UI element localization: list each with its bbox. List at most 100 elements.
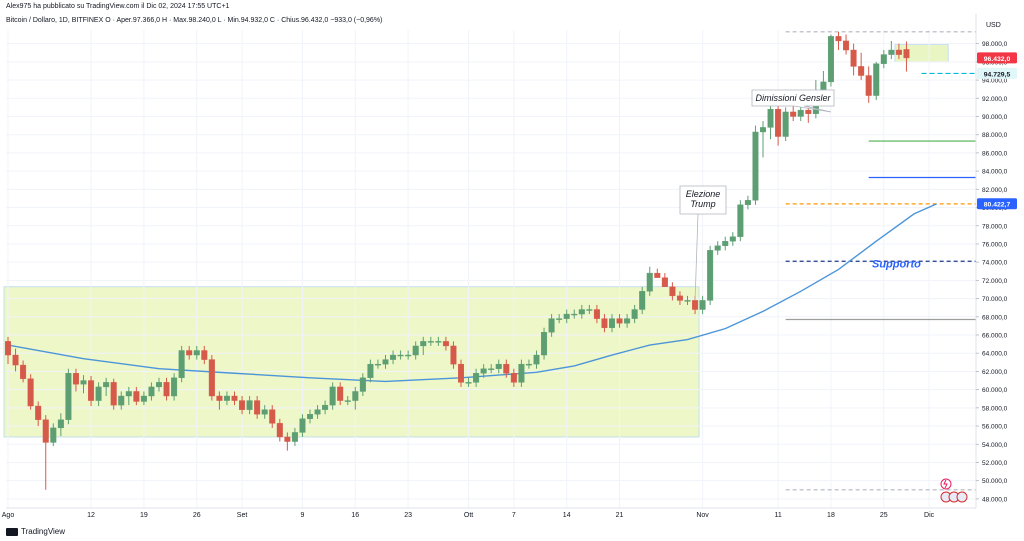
candle-body bbox=[118, 395, 125, 406]
candle-body bbox=[676, 295, 683, 301]
lightning-bolt-icon bbox=[943, 479, 948, 489]
time-tick-label: 21 bbox=[616, 512, 624, 519]
price-tick-label: 74.000,0 bbox=[982, 260, 1008, 267]
candle-body bbox=[352, 391, 359, 401]
election-callout-box bbox=[679, 185, 727, 301]
tradingview-logo-icon bbox=[6, 527, 18, 536]
price-tick-label: 88.000,0 bbox=[982, 132, 1008, 139]
candle-body bbox=[865, 75, 872, 96]
candle-body bbox=[359, 377, 366, 392]
price-tick-label: 70.000,0 bbox=[982, 296, 1008, 303]
price-label-text: 94.729,5 bbox=[984, 71, 1011, 78]
candle-body bbox=[382, 359, 389, 365]
price-tick-label: 66.000,0 bbox=[982, 333, 1008, 340]
candle-body bbox=[88, 380, 95, 401]
candle-body bbox=[465, 382, 472, 384]
price-tick-label: 92.000,0 bbox=[982, 96, 1008, 103]
candle-body bbox=[714, 245, 721, 251]
candle-body bbox=[873, 63, 880, 96]
candle-body bbox=[556, 318, 563, 320]
tradingview-logo-text: TradingView bbox=[21, 527, 66, 536]
candle-body bbox=[729, 236, 736, 242]
candle-body bbox=[269, 409, 276, 424]
price-tick-label: 54.000,0 bbox=[982, 442, 1008, 449]
candle-body bbox=[578, 309, 585, 315]
candle-body bbox=[699, 300, 706, 310]
candle-body bbox=[767, 109, 774, 128]
candle-body bbox=[103, 382, 110, 388]
candle-body bbox=[563, 313, 570, 319]
candle-body bbox=[450, 345, 457, 365]
candle-body bbox=[646, 272, 653, 292]
candle-body bbox=[495, 363, 502, 369]
price-tick-label: 48.000,0 bbox=[982, 496, 1008, 503]
axis-decorations bbox=[940, 478, 968, 503]
candle-body bbox=[133, 391, 140, 402]
candle-body bbox=[284, 436, 291, 442]
candle-body bbox=[473, 373, 480, 383]
candle-body bbox=[790, 111, 797, 117]
candle-body bbox=[125, 391, 132, 397]
candles bbox=[4, 31, 910, 490]
candle-body bbox=[27, 378, 34, 407]
price-label-box bbox=[977, 67, 1017, 79]
range-boxes bbox=[3, 44, 949, 438]
time-tick-label: Nov bbox=[696, 512, 709, 519]
candle-body bbox=[775, 109, 782, 137]
event-flag-icon bbox=[956, 491, 968, 503]
time-tick-label: 9 bbox=[300, 512, 304, 519]
price-labels: 96.432,0 94.729,5 80.422,7 bbox=[921, 52, 1017, 210]
price-tick-label: 56.000,0 bbox=[982, 424, 1008, 431]
candle-body bbox=[20, 364, 27, 379]
candle-body bbox=[548, 318, 555, 333]
moving-average-line bbox=[7, 203, 937, 383]
candle-body bbox=[593, 309, 600, 319]
candle-body bbox=[216, 395, 223, 401]
candle-body bbox=[307, 414, 314, 419]
candle-body bbox=[201, 350, 208, 360]
candle-body bbox=[80, 380, 87, 385]
candle-body bbox=[4, 341, 11, 356]
candle-body bbox=[193, 350, 200, 356]
candle-body bbox=[405, 354, 412, 357]
candle-body bbox=[827, 36, 834, 83]
candle-body bbox=[805, 109, 812, 114]
candle-body bbox=[208, 359, 215, 397]
price-tick-label: 52.000,0 bbox=[982, 460, 1008, 467]
price-tick-label: 60.000,0 bbox=[982, 387, 1008, 394]
candle-body bbox=[254, 400, 261, 415]
candle-body bbox=[858, 66, 865, 76]
candle-body bbox=[692, 300, 699, 310]
price-tick-label: 86.000,0 bbox=[982, 150, 1008, 157]
range-box bbox=[894, 44, 949, 63]
candle-body bbox=[420, 341, 427, 347]
time-tick-label: 19 bbox=[140, 512, 148, 519]
candle-body bbox=[880, 54, 887, 64]
candle-body bbox=[163, 382, 170, 397]
time-tick-label: Ott bbox=[464, 512, 473, 519]
time-tick-label: 14 bbox=[563, 512, 571, 519]
candle-body bbox=[722, 241, 729, 246]
grid bbox=[6, 30, 976, 508]
price-label-text: 80.422,7 bbox=[984, 202, 1011, 209]
candle-body bbox=[760, 127, 767, 133]
candle-body bbox=[390, 354, 397, 360]
candle-body bbox=[35, 405, 42, 420]
candle-body bbox=[888, 49, 895, 55]
candle-body bbox=[231, 395, 238, 401]
price-tick-label: 82.000,0 bbox=[982, 187, 1008, 194]
price-tick-label: 58.000,0 bbox=[982, 405, 1008, 412]
candle-body bbox=[427, 341, 434, 343]
candle-body bbox=[797, 109, 804, 117]
candle-body bbox=[412, 345, 419, 356]
candle-body bbox=[661, 277, 668, 287]
election-callout-text: Elezione bbox=[686, 189, 721, 199]
time-tick-label: Dic bbox=[924, 512, 935, 519]
price-axis: USD 48.000,0 50.000,0 52.000,0 54.000,0 56.00… bbox=[975, 14, 1008, 508]
candle-body bbox=[299, 418, 306, 433]
price-tick-label: 90.000,0 bbox=[982, 114, 1008, 121]
price-tick-label: 84.000,0 bbox=[982, 169, 1008, 176]
candle-body bbox=[223, 395, 230, 401]
